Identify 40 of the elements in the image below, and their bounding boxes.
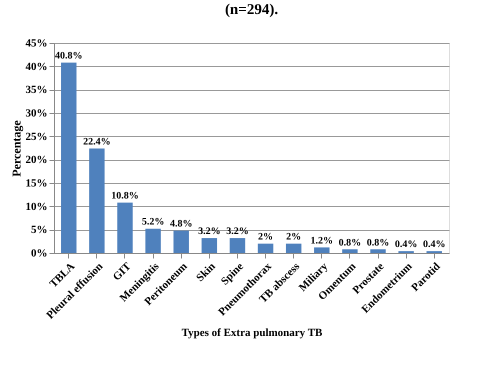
data-label: 2% [286, 232, 302, 243]
data-label: 0.4% [422, 239, 446, 250]
bar [173, 230, 189, 253]
data-label: 10.8% [111, 190, 139, 202]
data-label: 0.8% [366, 237, 390, 248]
bar [286, 244, 302, 253]
bar [342, 249, 358, 253]
y-axis-title: Percentage [10, 120, 24, 177]
y-tick-label: 45% [26, 38, 48, 50]
data-label: 2% [258, 232, 274, 243]
y-tick-label: 40% [26, 60, 48, 73]
bar [258, 244, 274, 253]
data-label: 40.8% [55, 50, 83, 62]
bar [145, 228, 161, 253]
y-tick-label: 25% [26, 130, 48, 143]
x-axis-title: Types of Extra pulmonary TB [182, 326, 324, 339]
data-label: 3.2% [198, 226, 221, 238]
bar [61, 62, 76, 253]
bar [230, 238, 246, 253]
data-label: 22.4% [83, 136, 111, 148]
y-tick-label: 0% [31, 248, 48, 260]
y-tick-label: 20% [26, 154, 48, 166]
bar [370, 249, 386, 253]
y-tick-label: 35% [26, 84, 48, 96]
y-tick-label: 15% [26, 178, 48, 190]
y-tick-label: 30% [26, 108, 48, 120]
y-tick-label: 5% [31, 224, 48, 236]
data-label: 1.2% [310, 235, 334, 246]
bar [202, 238, 218, 253]
data-label: 0.4% [394, 239, 418, 250]
bar [89, 148, 105, 253]
data-label: 3.2% [226, 226, 249, 238]
x-tick-label: Skin [194, 260, 218, 284]
bar [117, 202, 133, 253]
data-label: 0.8% [338, 237, 362, 248]
data-label: 4.8% [170, 218, 192, 230]
bar [314, 247, 330, 253]
data-label: 5.2% [142, 216, 164, 228]
y-tick-label: 10% [26, 200, 48, 213]
chart-title: (n=294). [224, 2, 278, 18]
